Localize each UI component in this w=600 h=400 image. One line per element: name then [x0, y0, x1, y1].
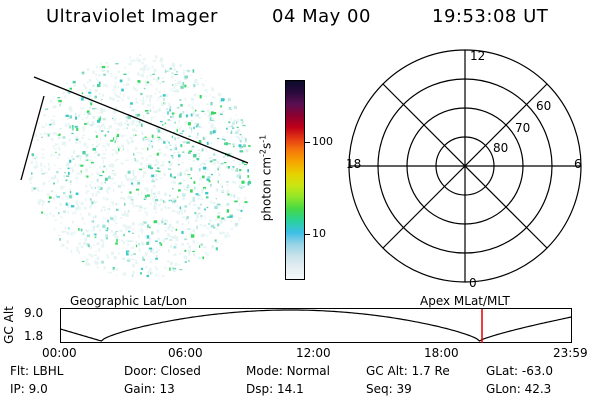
apex-title: Apex MLat/MLT	[420, 294, 510, 308]
colorbar	[285, 80, 305, 280]
gc-alt-ylabel: GC Alt	[2, 306, 16, 344]
instrument-title: Ultraviolet Imager	[46, 6, 218, 27]
mlat-70-label: 70	[515, 121, 530, 135]
ytick-1-8: 1.8	[24, 329, 44, 343]
xtick-2359: 23:59	[553, 346, 588, 360]
status-seq: Seq: 39	[366, 382, 412, 396]
status-ip: IP: 9.0	[10, 382, 48, 396]
xtick-0000: 00:00	[42, 346, 77, 360]
terminator-line	[33, 76, 249, 164]
status-gc-alt: GC Alt: 1.7 Re	[366, 364, 450, 378]
status-glon: GLon: 42.3	[486, 382, 552, 396]
polar-grid: 12 0 18 6 60 70 80	[346, 49, 582, 290]
mlat-80-label: 80	[493, 141, 508, 155]
mlt-18-label: 18	[346, 157, 361, 171]
limb-line	[20, 95, 45, 181]
xtick-1200: 12:00	[296, 346, 331, 360]
status-flt: Flt: LBHL	[10, 364, 64, 378]
altitude-strip	[60, 308, 572, 343]
status-dsp: Dsp: 14.1	[246, 382, 304, 396]
colorbar-tick-10: 10	[312, 227, 326, 240]
status-door: Door: Closed	[124, 364, 201, 378]
ytick-9: 9.0	[24, 306, 44, 320]
diagonal-2	[382, 83, 548, 249]
colorbar-unit-label: photon cm-2s-1	[258, 134, 274, 222]
colorbar-tick-100: 100	[312, 135, 333, 148]
xtick-1800: 18:00	[424, 346, 459, 360]
mlat-60-label: 60	[536, 99, 551, 113]
date-label: 04 May 00	[272, 6, 371, 27]
geographic-title: Geographic Lat/Lon	[70, 294, 188, 308]
time-label: 19:53:08 UT	[432, 6, 549, 27]
status-gain: Gain: 13	[124, 382, 175, 396]
mlt-12-label: 12	[470, 49, 485, 63]
status-glat: GLat: -63.0	[486, 364, 553, 378]
status-mode: Mode: Normal	[246, 364, 330, 378]
altitude-curve	[60, 309, 572, 342]
xtick-0600: 06:00	[168, 346, 203, 360]
uv-image-panel	[20, 54, 252, 278]
uv-image-speckle	[28, 54, 252, 278]
mlt-6-label: 6	[574, 157, 582, 171]
mlt-0-label: 0	[469, 276, 477, 290]
